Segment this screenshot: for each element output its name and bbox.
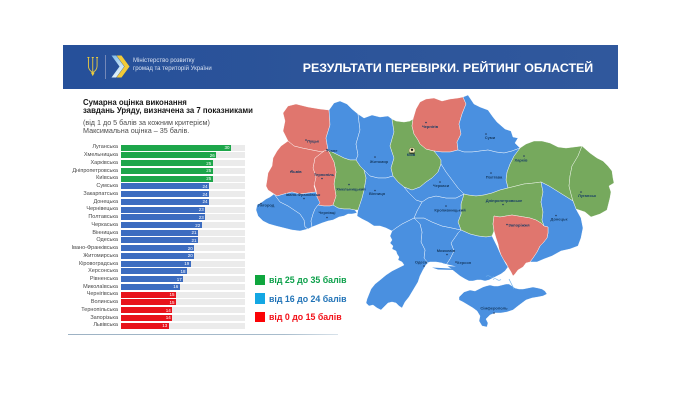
svg-text:Ужгород: Ужгород <box>258 203 275 208</box>
svg-text:Дніпропетровське: Дніпропетровське <box>486 198 523 203</box>
svg-text:Київ: Київ <box>407 152 416 157</box>
svg-text:Черкаси: Черкаси <box>433 183 450 188</box>
svg-text:Хмельницький: Хмельницький <box>336 187 366 192</box>
svg-text:Одеса: Одеса <box>415 260 428 265</box>
svg-text:Миколаїв: Миколаїв <box>437 248 456 253</box>
svg-text:Херсон: Херсон <box>457 260 472 265</box>
svg-text:Тернопіль: Тернопіль <box>314 172 335 177</box>
svg-text:Івано-Франківськ: Івано-Франківськ <box>286 192 321 197</box>
svg-text:Донецьк: Донецьк <box>551 217 568 222</box>
svg-text:Луцьк: Луцьк <box>307 139 319 144</box>
svg-text:Львів: Львів <box>290 169 302 174</box>
svg-text:Вінниця: Вінниця <box>369 191 386 196</box>
svg-text:Полтава: Полтава <box>486 175 503 180</box>
svg-text:Сімферополь: Сімферополь <box>480 306 508 311</box>
svg-text:Чернігів: Чернігів <box>422 124 439 129</box>
svg-text:Рівне: Рівне <box>327 148 339 153</box>
svg-text:Чернівці: Чернівці <box>318 210 335 215</box>
svg-text:Луганськ: Луганськ <box>578 193 596 198</box>
svg-text:Кропивницький: Кропивницький <box>434 208 466 213</box>
svg-text:Житомир: Житомир <box>369 159 389 164</box>
svg-text:Запоріжжя: Запоріжжя <box>508 223 530 228</box>
svg-text:Суми: Суми <box>485 135 496 140</box>
svg-text:Харків: Харків <box>515 158 528 163</box>
